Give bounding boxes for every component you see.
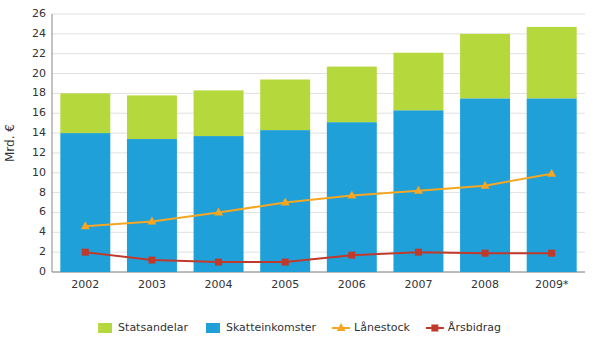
y-tick-label: 0 xyxy=(39,265,46,278)
x-tick-label: 2008 xyxy=(471,278,499,291)
marker xyxy=(347,191,356,199)
y-tick-label: 20 xyxy=(32,67,46,80)
y-axis-line xyxy=(52,14,53,272)
marker xyxy=(415,249,422,256)
marker xyxy=(431,325,438,332)
bar xyxy=(194,90,244,136)
x-tick-label: 2004 xyxy=(205,278,233,291)
bar xyxy=(260,79,310,130)
page: {"chart_data": {"type": "bar", "stacked"… xyxy=(0,0,599,346)
legend-swatch xyxy=(206,323,220,333)
x-tick-label: 2006 xyxy=(338,278,366,291)
marks xyxy=(60,27,576,272)
marker xyxy=(81,221,90,229)
y-axis-label: Mrd. € xyxy=(3,124,17,162)
marker xyxy=(215,259,222,266)
x-tick-label: 2007 xyxy=(404,278,432,291)
bar xyxy=(127,95,177,139)
y-tick-label: 18 xyxy=(32,86,46,99)
bar xyxy=(460,98,510,272)
y-axis: 02468101214161820222426 xyxy=(32,7,585,278)
y-tick-label: 16 xyxy=(32,106,46,119)
bar xyxy=(127,139,177,272)
y-tick-label: 22 xyxy=(32,47,46,60)
legend: Statsandelar Skatteinkomster Lånestock Årsb… xyxy=(98,321,501,334)
chart: 02468101214161820222426Mrd. €20022003200… xyxy=(0,0,599,346)
legend-item: Lånestock xyxy=(332,321,410,334)
legend-label: Statsandelar xyxy=(118,321,188,334)
marker xyxy=(282,259,289,266)
marker xyxy=(148,257,155,264)
marker xyxy=(481,181,490,189)
y-tick-label: 8 xyxy=(39,186,46,199)
y-tick-label: 6 xyxy=(39,205,46,218)
y-tick-label: 24 xyxy=(32,27,46,40)
legend-item: Statsandelar xyxy=(98,321,188,334)
marker xyxy=(348,252,355,259)
legend-label: Årsbidrag xyxy=(448,321,501,334)
y-tick-label: 2 xyxy=(39,245,46,258)
y-tick-label: 10 xyxy=(32,166,46,179)
x-tick-label: 2005 xyxy=(271,278,299,291)
legend-swatch xyxy=(98,323,112,333)
grid-line xyxy=(52,14,585,15)
bar xyxy=(527,98,577,272)
bar xyxy=(460,34,510,99)
marker xyxy=(214,207,223,215)
y-tick-label: 26 xyxy=(32,7,46,20)
legend-item: Årsbidrag xyxy=(426,321,501,334)
marker xyxy=(147,216,156,224)
marker xyxy=(482,250,489,257)
legend-item: Skatteinkomster xyxy=(206,321,317,334)
y-tick-label: 14 xyxy=(32,126,46,139)
bar xyxy=(194,136,244,272)
marker xyxy=(548,250,555,257)
line xyxy=(85,174,551,227)
y-tick-label: 4 xyxy=(39,225,46,238)
marker xyxy=(337,323,346,331)
marker xyxy=(414,186,423,194)
bar xyxy=(60,133,110,272)
bar xyxy=(527,27,577,98)
bar xyxy=(327,67,377,123)
x-tick-label: 2002 xyxy=(71,278,99,291)
x-tick-label: 2003 xyxy=(138,278,166,291)
y-tick-label: 12 xyxy=(32,146,46,159)
marker xyxy=(281,198,290,206)
legend-label: Lånestock xyxy=(354,321,410,334)
marker xyxy=(547,169,556,177)
bar xyxy=(393,53,443,111)
legend-label: Skatteinkomster xyxy=(226,321,317,334)
x-axis: 2002 2003 2004 2005 2006 2007 2008 2009* xyxy=(71,278,569,291)
marker xyxy=(82,249,89,256)
x-tick-label: 2009* xyxy=(535,278,569,291)
bar xyxy=(60,93,110,133)
